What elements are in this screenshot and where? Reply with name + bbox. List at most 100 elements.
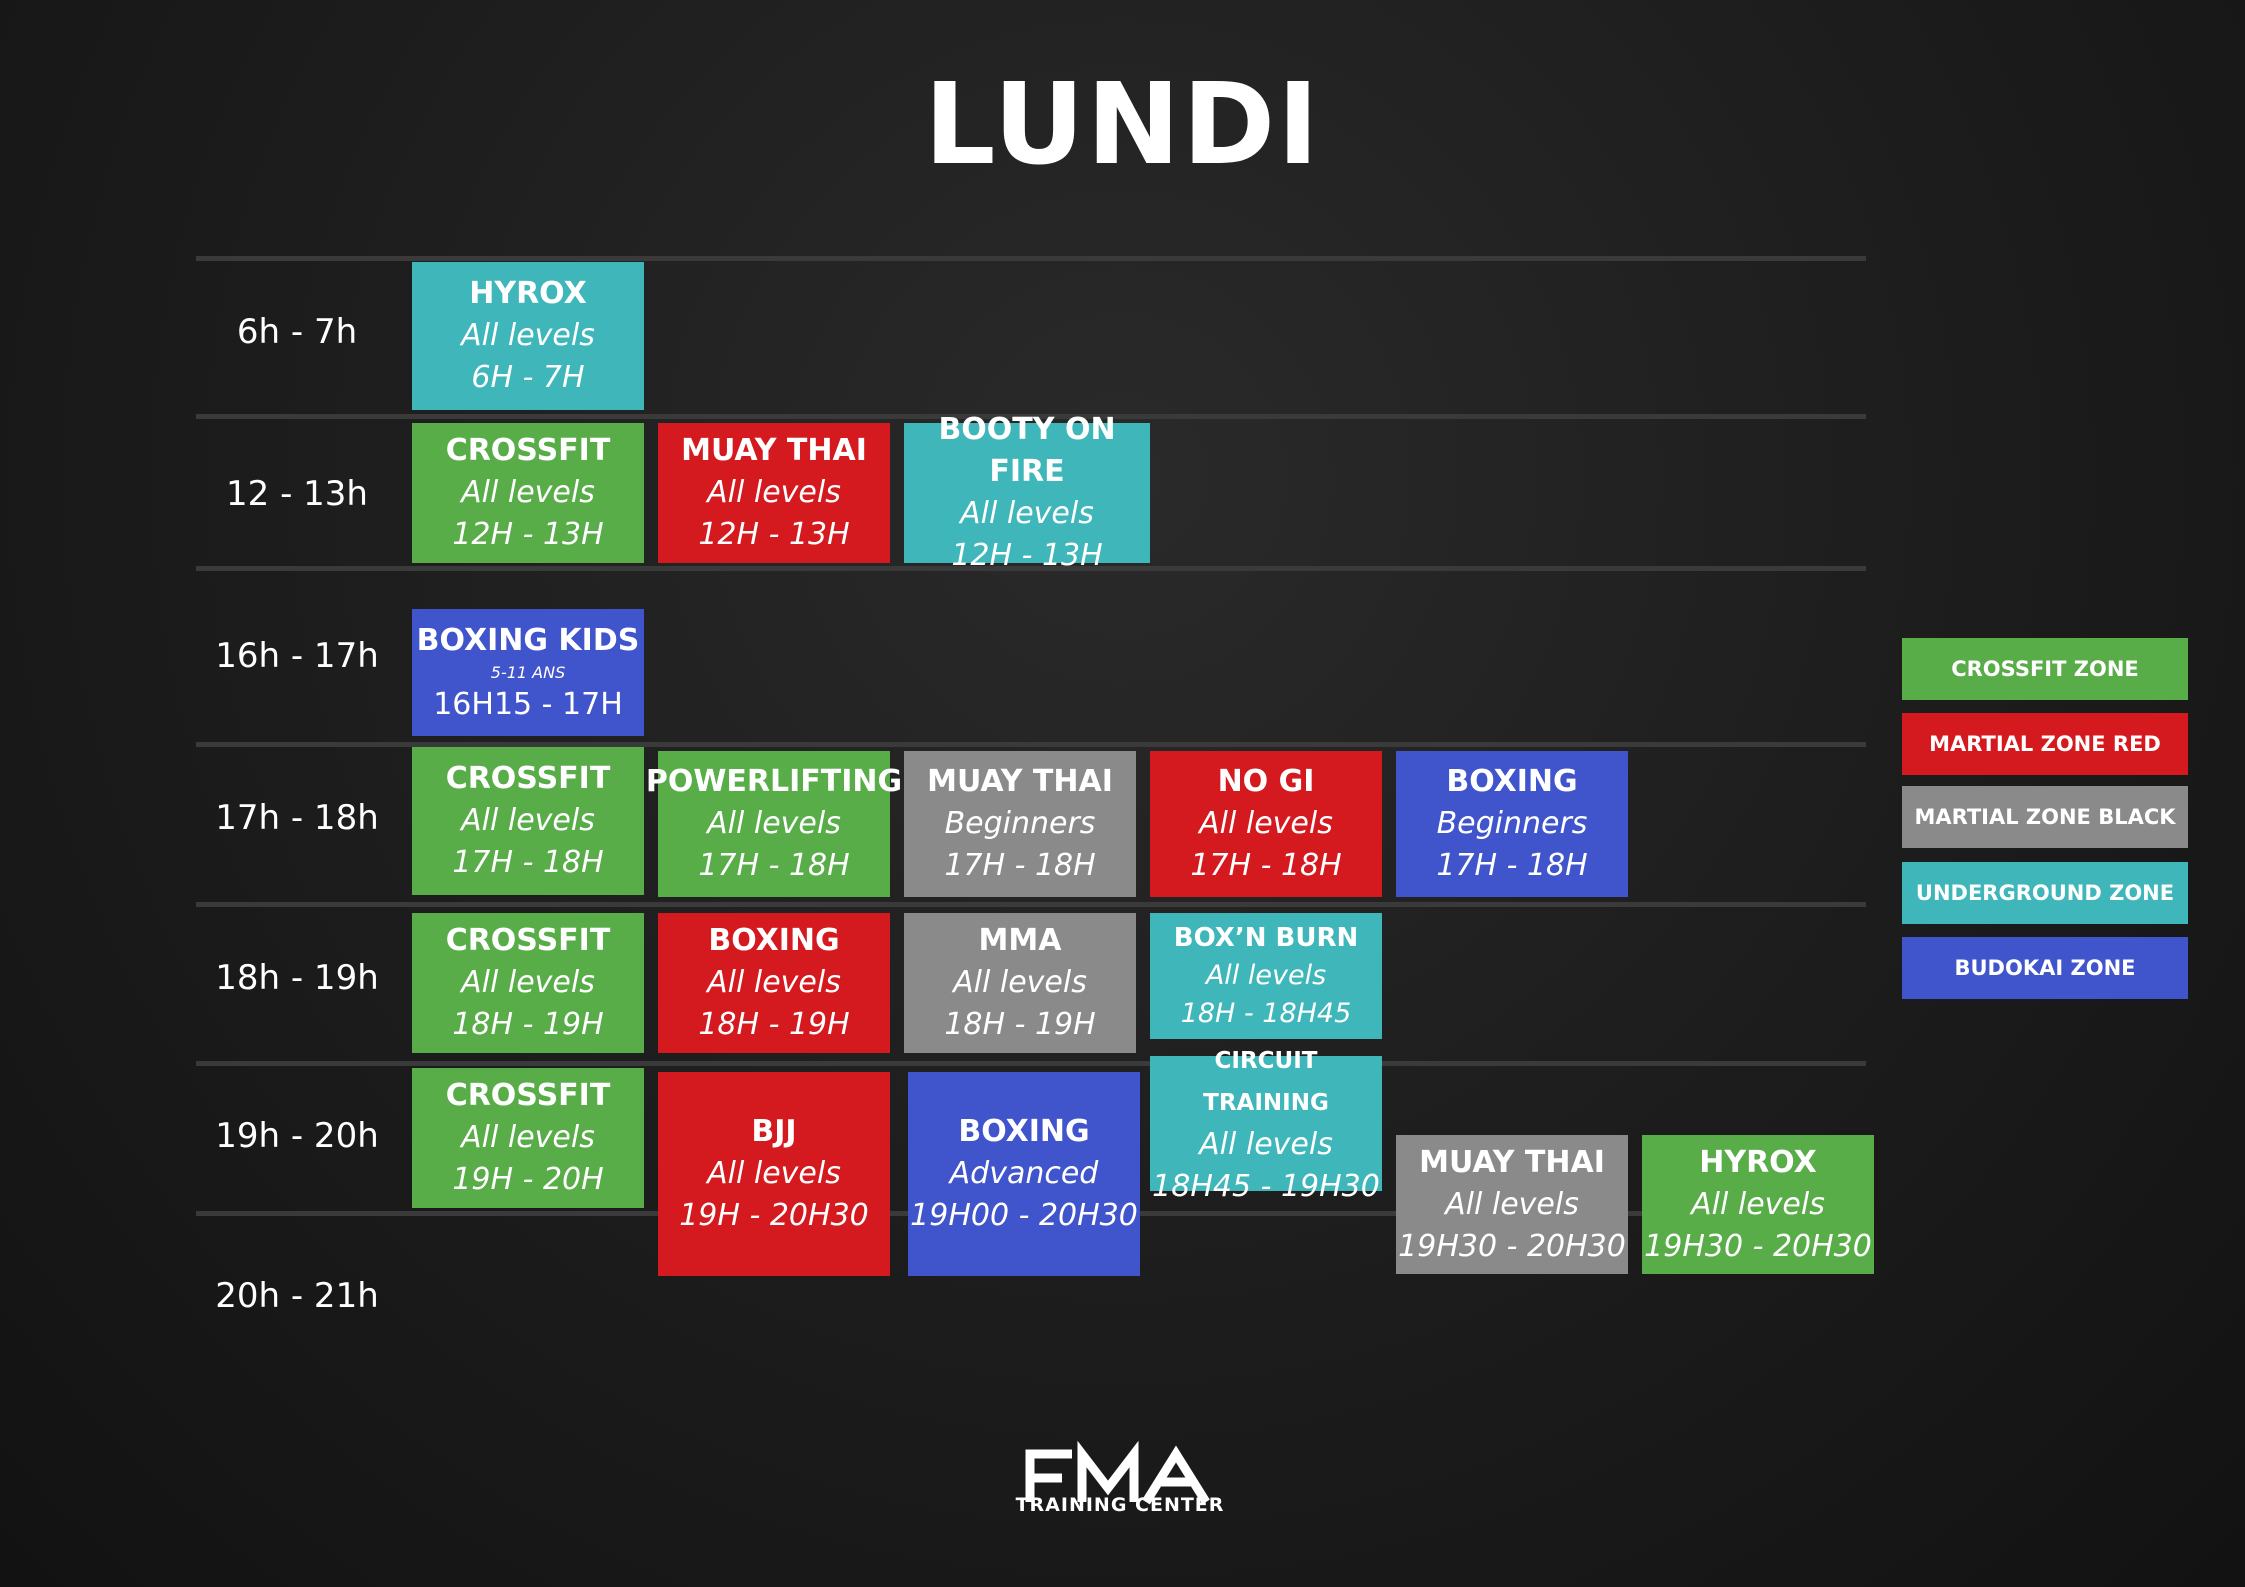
time-label: 17h - 18h [215, 798, 379, 838]
class-card[interactable]: NO GI All levels 17H - 18H [1150, 751, 1382, 897]
class-name: POWERLIFTING [645, 764, 903, 799]
class-level: All levels [707, 1156, 841, 1191]
class-name: CROSSFIT [445, 433, 611, 468]
time-label: 20h - 21h [215, 1276, 379, 1316]
class-name: MUAY THAI [927, 764, 1113, 799]
class-level: All levels [707, 965, 841, 1000]
legend-budokai-zone: BUDOKAI ZONE [1902, 937, 2188, 999]
class-card[interactable]: BJJ All levels 19H - 20H30 [658, 1072, 890, 1276]
class-time: 18H45 - 19H30 [1152, 1168, 1380, 1204]
class-time: 19H - 20H30 [679, 1198, 869, 1233]
legend-underground-zone: UNDERGROUND ZONE [1902, 862, 2188, 924]
class-card[interactable]: CROSSFIT All levels 17H - 18H [412, 747, 644, 895]
grid-line [196, 1061, 1866, 1066]
class-card[interactable]: HYROX All levels 19H30 - 20H30 [1642, 1135, 1874, 1274]
class-card[interactable]: BOXING KIDS 5-11 ANS 16H15 - 17H [412, 609, 644, 736]
class-time: 19H30 - 20H30 [1398, 1228, 1626, 1264]
class-time: 19H30 - 20H30 [1644, 1228, 1872, 1264]
class-level: All levels [461, 1120, 595, 1155]
class-level: Advanced [949, 1156, 1099, 1191]
class-name: NO GI [1217, 764, 1315, 799]
class-card[interactable]: CIRCUIT TRAINING All levels 18H45 - 19H3… [1150, 1048, 1382, 1204]
class-name: CROSSFIT [445, 1078, 611, 1113]
legend-crossfit-zone: CROSSFIT ZONE [1902, 638, 2188, 700]
class-level: All levels [1691, 1186, 1825, 1222]
class-level: Beginners [1436, 806, 1588, 841]
class-card[interactable]: MUAY THAI All levels 12H - 13H [658, 423, 890, 563]
class-name: BOXING KIDS [416, 622, 640, 658]
class-card[interactable]: BOX’N BURN All levels 18H - 18H45 [1150, 913, 1382, 1039]
class-time: 18H - 19H [452, 1007, 604, 1042]
class-card[interactable]: CROSSFIT All levels 19H - 20H [412, 1068, 644, 1208]
class-time: 17H - 18H [698, 848, 850, 883]
grid-line [196, 902, 1866, 907]
class-time: 17H - 18H [944, 848, 1096, 883]
class-time: 6H - 7H [471, 360, 585, 395]
class-card[interactable]: MUAY THAI Beginners 17H - 18H [904, 751, 1136, 897]
time-label: 19h - 20h [215, 1116, 379, 1156]
class-card[interactable]: BOXING All levels 18H - 19H [658, 913, 890, 1053]
logo-subtitle: TRAINING CENTER [1015, 1494, 1225, 1516]
class-level: All levels [461, 965, 595, 1000]
time-label: 6h - 7h [236, 312, 358, 352]
class-name: MUAY THAI [1419, 1144, 1605, 1180]
class-card[interactable]: CROSSFIT All levels 18H - 19H [412, 913, 644, 1053]
grid-line [196, 566, 1866, 571]
class-level: All levels [960, 496, 1094, 531]
class-name: CIRCUIT TRAINING [1203, 1047, 1329, 1116]
class-level: All levels [461, 318, 595, 353]
class-card[interactable]: BOXING Advanced 19H00 - 20H30 [908, 1072, 1140, 1276]
class-level: Beginners [944, 806, 1096, 841]
class-time: 19H - 20H [452, 1162, 604, 1197]
class-time: 18H - 19H [944, 1007, 1096, 1042]
grid-line [196, 256, 1866, 261]
class-time: 17H - 18H [1190, 848, 1342, 883]
class-card[interactable]: BOXING Beginners 17H - 18H [1396, 751, 1628, 897]
time-label: 16h - 17h [215, 636, 379, 676]
class-card[interactable]: CROSSFIT All levels 12H - 13H [412, 423, 644, 563]
class-level: All levels [1199, 806, 1333, 841]
class-name: BJJ [751, 1114, 797, 1149]
class-level: 5-11 ANS [490, 662, 566, 682]
fma-logo [1025, 1440, 1210, 1505]
class-time: 19H00 - 20H30 [910, 1198, 1138, 1233]
class-name: BOX’N BURN [1173, 923, 1359, 953]
class-level: All levels [461, 803, 595, 838]
class-name: BOXING [958, 1114, 1090, 1149]
class-card[interactable]: MUAY THAI All levels 19H30 - 20H30 [1396, 1135, 1628, 1274]
class-level: All levels [1199, 1126, 1333, 1162]
class-name: BOXING [1446, 764, 1578, 799]
class-card[interactable]: HYROX All levels 6H - 7H [412, 262, 644, 410]
class-time: 12H - 13H [951, 538, 1103, 573]
legend-martial-zone-black: MARTIAL ZONE BLACK [1902, 786, 2188, 848]
class-level: All levels [1205, 960, 1327, 991]
class-time: 16H15 - 17H [433, 686, 623, 722]
class-level: All levels [707, 475, 841, 510]
class-name: CROSSFIT [445, 761, 611, 796]
class-level: All levels [461, 475, 595, 510]
class-name: BOOTY ON FIRE [938, 412, 1116, 489]
page-title: LUNDI [924, 60, 1321, 190]
class-level: All levels [953, 965, 1087, 1000]
grid-line [196, 414, 1866, 419]
class-name: HYROX [1699, 1144, 1817, 1180]
time-label: 12 - 13h [226, 474, 368, 514]
time-label: 18h - 19h [215, 958, 379, 998]
class-card[interactable]: BOOTY ON FIRE All levels 12H - 13H [904, 412, 1150, 573]
class-card[interactable]: MMA All levels 18H - 19H [904, 913, 1136, 1053]
class-name: MMA [978, 923, 1062, 958]
class-time: 17H - 18H [452, 845, 604, 880]
class-time: 12H - 13H [698, 517, 850, 552]
grid-line [196, 742, 1866, 747]
class-time: 12H - 13H [452, 517, 604, 552]
class-name: MUAY THAI [681, 433, 867, 468]
class-level: All levels [707, 806, 841, 841]
class-level: All levels [1445, 1186, 1579, 1222]
class-name: HYROX [469, 276, 587, 311]
class-card[interactable]: POWERLIFTING All levels 17H - 18H [646, 751, 902, 897]
legend-martial-zone-red: MARTIAL ZONE RED [1902, 713, 2188, 775]
class-time: 17H - 18H [1436, 848, 1588, 883]
class-time: 18H - 18H45 [1180, 998, 1352, 1029]
class-name: CROSSFIT [445, 923, 611, 958]
class-name: BOXING [708, 923, 840, 958]
